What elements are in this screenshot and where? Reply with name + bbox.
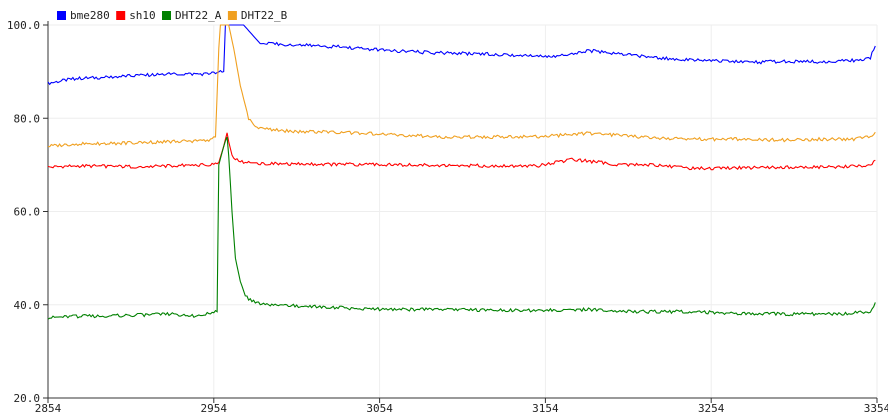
legend-swatch-sh10 xyxy=(116,11,126,20)
series-line-dht22-b xyxy=(47,24,876,148)
x-tick-label: 3154 xyxy=(532,402,559,415)
axes xyxy=(47,21,877,399)
series-line-sh10 xyxy=(47,132,876,171)
y-tick-label: 100.0 xyxy=(7,19,40,32)
y-tick-label: 80.0 xyxy=(14,112,41,125)
legend-label-dht22-a: DHT22_A xyxy=(175,9,222,22)
x-tick-label: 2954 xyxy=(201,402,228,415)
y-tick-label: 40.0 xyxy=(14,299,41,312)
legend-label-bme280: bme280 xyxy=(70,9,110,22)
x-axis-ticks: 2854 2954 3054 3154 3254 3354 xyxy=(35,398,888,415)
x-tick-label: 3254 xyxy=(698,402,725,415)
legend-swatch-bme280 xyxy=(57,11,66,20)
x-tick-label: 3054 xyxy=(366,402,393,415)
series-line-bme280 xyxy=(47,24,876,86)
legend-swatch-dht22-b xyxy=(227,11,237,20)
series-line-dht22-a xyxy=(47,136,876,320)
legend-label-sh10: sh10 xyxy=(129,9,156,22)
series-lines xyxy=(47,24,876,320)
legend-label-dht22-b: DHT22_B xyxy=(241,9,288,22)
y-axis-ticks: 20.0 40.0 60.0 80.0 100.0 xyxy=(7,19,48,405)
x-tick-label: 3354 xyxy=(864,402,888,415)
legend: bme280 sh10 DHT22_A DHT22_B xyxy=(57,9,288,22)
y-tick-label: 60.0 xyxy=(14,206,41,219)
grid-lines xyxy=(47,24,878,399)
x-tick-label: 2854 xyxy=(35,402,62,415)
legend-swatch-dht22-a xyxy=(162,11,171,20)
y-tick-label: 20.0 xyxy=(14,392,41,405)
